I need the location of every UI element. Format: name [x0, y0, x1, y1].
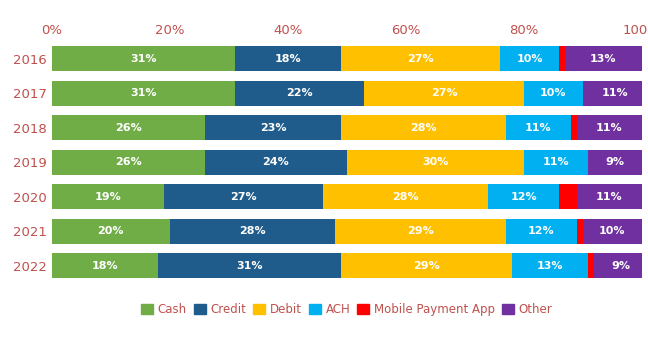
Bar: [335, 219, 506, 244]
Text: 31%: 31%: [130, 54, 156, 63]
Text: 11%: 11%: [543, 157, 570, 167]
Bar: [170, 219, 335, 244]
Text: 18%: 18%: [91, 261, 118, 270]
Text: 29%: 29%: [407, 226, 434, 236]
Text: 20%: 20%: [98, 226, 124, 236]
Bar: [235, 81, 364, 106]
Bar: [164, 184, 323, 209]
Text: 23%: 23%: [260, 123, 286, 132]
Bar: [52, 150, 205, 175]
Bar: [594, 253, 647, 278]
Bar: [577, 219, 583, 244]
Text: 31%: 31%: [130, 88, 156, 98]
Text: 10%: 10%: [599, 226, 625, 236]
Bar: [524, 81, 583, 106]
Text: 26%: 26%: [115, 123, 142, 132]
Bar: [52, 81, 235, 106]
Text: 27%: 27%: [230, 192, 257, 201]
Text: 11%: 11%: [596, 123, 622, 132]
Text: 19%: 19%: [95, 192, 121, 201]
Text: 10%: 10%: [540, 88, 566, 98]
Text: 31%: 31%: [236, 261, 262, 270]
Bar: [506, 219, 577, 244]
Bar: [52, 219, 170, 244]
Bar: [52, 253, 158, 278]
Bar: [500, 46, 559, 71]
Text: 13%: 13%: [590, 54, 616, 63]
Text: 11%: 11%: [596, 192, 622, 201]
Text: 27%: 27%: [431, 88, 457, 98]
Bar: [364, 81, 524, 106]
Text: 9%: 9%: [605, 157, 625, 167]
Bar: [588, 253, 594, 278]
Text: 13%: 13%: [537, 261, 563, 270]
Text: 27%: 27%: [407, 54, 434, 63]
Bar: [52, 46, 235, 71]
Bar: [583, 219, 642, 244]
Bar: [571, 115, 577, 140]
Bar: [52, 184, 164, 209]
Text: 12%: 12%: [528, 226, 555, 236]
Bar: [341, 115, 506, 140]
Text: 28%: 28%: [392, 192, 419, 201]
Bar: [341, 46, 500, 71]
Bar: [577, 115, 642, 140]
Bar: [583, 81, 647, 106]
Text: 11%: 11%: [525, 123, 551, 132]
Bar: [323, 184, 488, 209]
Bar: [205, 115, 341, 140]
Bar: [559, 184, 577, 209]
Text: 28%: 28%: [410, 123, 437, 132]
Bar: [524, 150, 588, 175]
Bar: [488, 184, 559, 209]
Legend: Cash, Credit, Debit, ACH, Mobile Payment App, Other: Cash, Credit, Debit, ACH, Mobile Payment…: [137, 298, 557, 321]
Bar: [341, 253, 512, 278]
Bar: [565, 46, 642, 71]
Bar: [158, 253, 341, 278]
Text: 29%: 29%: [413, 261, 439, 270]
Bar: [588, 150, 642, 175]
Bar: [506, 115, 571, 140]
Text: 10%: 10%: [516, 54, 543, 63]
Bar: [235, 46, 341, 71]
Text: 18%: 18%: [274, 54, 301, 63]
Bar: [205, 150, 347, 175]
Text: 22%: 22%: [286, 88, 313, 98]
Text: 24%: 24%: [262, 157, 289, 167]
Text: 28%: 28%: [239, 226, 266, 236]
Bar: [559, 46, 565, 71]
Text: 12%: 12%: [510, 192, 537, 201]
Text: 9%: 9%: [611, 261, 631, 270]
Bar: [347, 150, 524, 175]
Bar: [512, 253, 588, 278]
Bar: [52, 115, 205, 140]
Text: 30%: 30%: [422, 157, 448, 167]
Text: 26%: 26%: [115, 157, 142, 167]
Bar: [577, 184, 642, 209]
Text: 11%: 11%: [602, 88, 629, 98]
